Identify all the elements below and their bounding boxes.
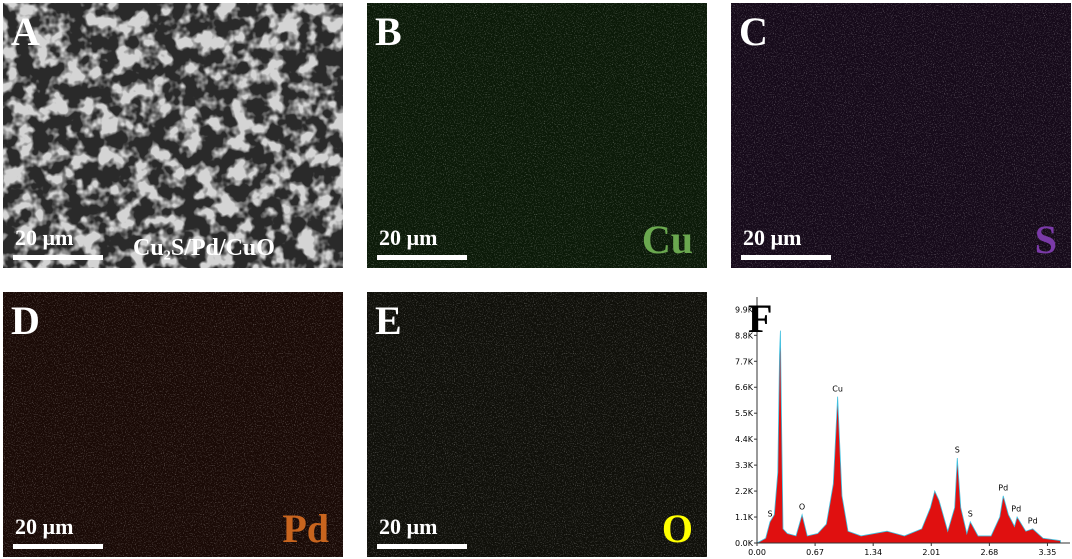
scale-text: 20 µm xyxy=(15,225,74,250)
peak-label: Cu xyxy=(832,384,843,393)
scale-bar xyxy=(13,544,103,549)
panel-letter: F xyxy=(748,296,772,341)
panel-texture xyxy=(731,3,1071,268)
y-tick-label: 0.0K xyxy=(735,539,754,548)
spectrum-frame xyxy=(731,292,1071,558)
panel-texture xyxy=(3,292,343,557)
scale-bar xyxy=(377,544,467,549)
y-tick-label: 4.4K xyxy=(735,435,754,444)
peak-label: S xyxy=(767,509,772,518)
panel-texture xyxy=(367,292,707,557)
y-tick-label: 7.7K xyxy=(735,357,754,366)
scale-bar xyxy=(377,255,467,260)
peak-label: S xyxy=(955,446,960,455)
caption: Cu₂S/Pd/CuO xyxy=(133,235,275,261)
peak-label: Pd xyxy=(1028,516,1038,525)
panel-letter: D xyxy=(11,298,40,343)
x-tick-label: 0.67 xyxy=(806,548,824,557)
element-label: O xyxy=(662,506,693,551)
x-tick-label: 2.68 xyxy=(980,548,998,557)
x-tick-label: 2.01 xyxy=(922,548,940,557)
y-tick-label: 6.6K xyxy=(735,383,754,392)
scale-bar xyxy=(13,255,103,260)
scale-text: 20 µm xyxy=(15,514,74,539)
peak-label: Pd xyxy=(1011,505,1021,514)
y-tick-label: 3.3K xyxy=(735,461,754,470)
panel-letter: B xyxy=(375,9,402,54)
peak-label: S xyxy=(968,509,973,518)
scale-text: 20 µm xyxy=(379,514,438,539)
scale-bar xyxy=(741,255,831,260)
y-tick-label: 1.1K xyxy=(735,513,754,522)
scale-text: 20 µm xyxy=(379,225,438,250)
element-label: Pd xyxy=(282,506,329,551)
y-tick-label: 9.9K xyxy=(735,305,754,314)
panel-letter: E xyxy=(375,298,402,343)
panel-texture xyxy=(367,3,707,268)
y-tick-label: 5.5K xyxy=(735,409,754,418)
y-tick-label: 2.2K xyxy=(735,487,754,496)
element-label: Cu xyxy=(642,217,693,262)
panel-letter: C xyxy=(739,9,768,54)
x-tick-label: 3.35 xyxy=(1039,548,1057,557)
peak-label: O xyxy=(799,502,805,511)
panel-letter: A xyxy=(11,9,40,54)
spectrum-area xyxy=(756,330,1061,544)
x-tick-label: 1.34 xyxy=(864,548,882,557)
y-tick-label: 8.8K xyxy=(735,331,754,340)
x-tick-label: 0.00 xyxy=(748,548,766,557)
scale-text: 20 µm xyxy=(743,225,802,250)
peak-label: Pd xyxy=(998,483,1008,492)
element-label: S xyxy=(1035,217,1057,262)
panel-texture xyxy=(3,3,343,268)
